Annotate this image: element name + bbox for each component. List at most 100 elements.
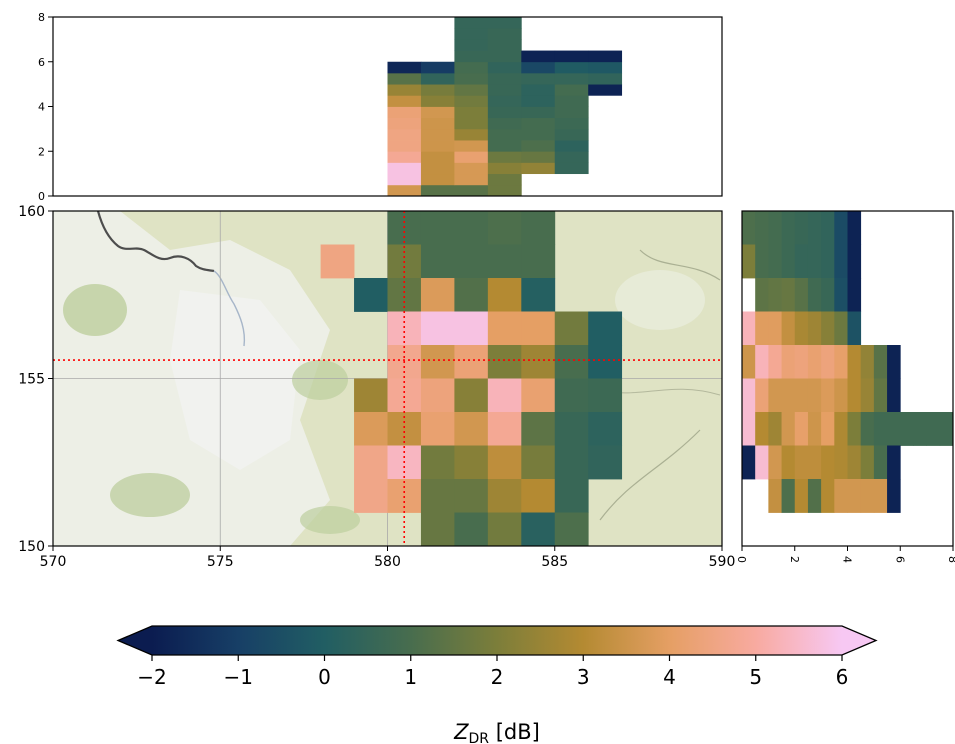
zdr-cell	[487, 211, 522, 245]
y-section-height-axis: 0 2 4 6 8	[735, 546, 955, 563]
plan-y-axis: 150 155 160	[18, 204, 53, 555]
zdr-section-cell	[454, 95, 489, 107]
zdr-section-cell	[521, 128, 556, 141]
zdr-cell	[454, 445, 489, 480]
height-tick-label: 0	[38, 190, 45, 203]
zdr-section-cell	[887, 479, 901, 513]
colorbar-label: ZDR [dB]	[453, 720, 540, 744]
zdr-section-cell	[588, 50, 623, 63]
zdr-section-cell	[781, 445, 796, 480]
zdr-cell	[454, 278, 489, 312]
zdr-section-cell	[768, 479, 782, 513]
zdr-section-cell	[834, 412, 848, 446]
zdr-section-cell	[554, 151, 589, 163]
colorbar: −2 −1 0 1 2 3 4 5 6 ZDR [dB]	[116, 625, 878, 744]
zdr-section-cell	[794, 378, 809, 413]
zdr-cell	[454, 244, 489, 279]
zdr-section-cell	[781, 479, 796, 513]
zdr-section-cell	[821, 244, 835, 279]
zdr-section-cell	[887, 378, 901, 413]
zdr-section-cell	[807, 479, 822, 513]
zdr-section-cell	[768, 378, 782, 413]
zdr-section-cell	[794, 345, 809, 379]
zdr-section-cell	[887, 445, 901, 480]
zdr-section-cell	[807, 445, 822, 480]
zdr-section-cell	[821, 278, 835, 312]
zdr-section-cell	[926, 412, 941, 446]
zdr-section-cell	[781, 412, 796, 446]
zdr-section-cell	[588, 61, 623, 74]
zdr-section-cell	[821, 412, 835, 446]
zdr-section-cell	[387, 117, 422, 130]
zdr-cell	[487, 345, 522, 379]
zdr-section-cell	[420, 117, 455, 130]
zdr-section-cell	[873, 412, 888, 446]
zdr-cell	[454, 378, 489, 413]
zdr-section-cell	[887, 345, 901, 379]
zdr-section-cell	[454, 162, 489, 175]
zdr-section-cell	[860, 479, 875, 513]
zdr-section-cell	[521, 50, 556, 63]
zdr-cell	[521, 244, 556, 279]
zdr-section-cell	[521, 84, 556, 96]
zdr-section-cell	[487, 184, 522, 196]
zdr-section-cell	[755, 445, 769, 480]
zdr-section-cell	[755, 412, 769, 446]
zdr-cell	[420, 378, 455, 413]
zdr-cell	[588, 311, 623, 346]
zdr-cell	[420, 311, 455, 346]
zdr-section-cell	[768, 244, 782, 279]
zdr-section-cell	[554, 106, 589, 119]
zdr-section-cell	[521, 95, 556, 107]
zdr-section-cell	[487, 28, 522, 40]
zdr-cell	[588, 412, 623, 446]
colorbar-tick-label: 0	[318, 665, 331, 689]
zdr-section-cell	[454, 28, 489, 40]
colorbar-extend-low	[118, 626, 152, 655]
zdr-section-cell	[420, 162, 455, 175]
zdr-section-cell	[420, 128, 455, 141]
zdr-cell	[521, 345, 556, 379]
zdr-section-cell	[755, 278, 769, 312]
zdr-section-cell	[454, 84, 489, 96]
zdr-section-cell	[387, 184, 422, 196]
zdr-section-cell	[781, 345, 796, 379]
basemap-forest	[110, 473, 190, 517]
height-tick-label: 4	[38, 101, 45, 114]
basemap-valley	[170, 290, 300, 470]
zdr-section-cell	[768, 311, 782, 346]
zdr-cell	[521, 311, 556, 346]
zdr-section-cell	[821, 345, 835, 379]
zdr-cell	[454, 512, 489, 546]
zdr-cell	[554, 345, 589, 379]
zdr-section-cell	[521, 72, 556, 85]
colorbar-tick-label: 1	[404, 665, 417, 689]
y-tick-label: 155	[18, 372, 45, 388]
zdr-section-cell	[487, 84, 522, 96]
zdr-section-cell	[807, 412, 822, 446]
zdr-section-cell	[387, 140, 422, 152]
zdr-cell	[454, 412, 489, 446]
zdr-section-cell	[554, 95, 589, 107]
zdr-section-cell	[554, 84, 589, 96]
zdr-section-cell	[794, 278, 809, 312]
zdr-section-cell	[420, 95, 455, 107]
basemap-river	[96, 211, 215, 273]
zdr-section-cell	[768, 278, 782, 312]
height-tick-label: 8	[38, 11, 45, 24]
zdr-section-cell	[454, 128, 489, 141]
zdr-section-cell	[860, 378, 875, 413]
zdr-plan-cells	[320, 211, 623, 546]
zdr-section-cell	[588, 84, 623, 96]
zdr-section-cell	[781, 278, 796, 312]
zdr-cell	[487, 378, 522, 413]
zdr-section-cell	[834, 445, 848, 480]
zdr-cell	[454, 345, 489, 379]
height-tick-label: 2	[788, 556, 801, 563]
zdr-cell	[554, 479, 589, 513]
zdr-cell	[420, 412, 455, 446]
colorbar-gradient	[152, 626, 842, 655]
zdr-section-cell	[420, 184, 455, 196]
zdr-section-cell	[742, 345, 756, 379]
